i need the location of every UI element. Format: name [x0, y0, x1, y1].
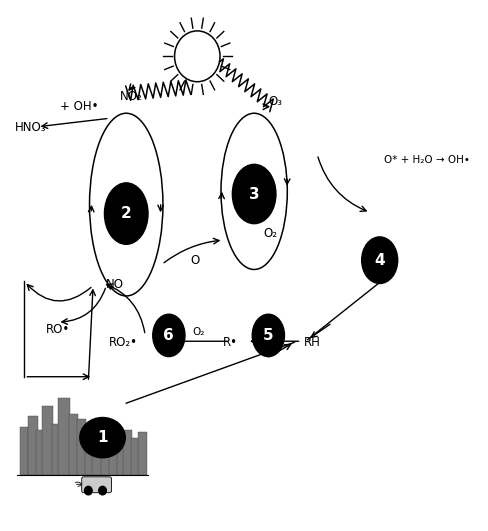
Text: R•: R•	[222, 336, 237, 349]
Text: + OH•: + OH•	[60, 100, 98, 113]
Text: O₂: O₂	[192, 327, 204, 337]
Text: HNO₃: HNO₃	[15, 121, 46, 134]
Text: O* + H₂O → OH•: O* + H₂O → OH•	[384, 155, 469, 165]
Bar	[85, 427, 92, 475]
Text: O: O	[190, 254, 199, 267]
Text: O₃: O₃	[268, 95, 282, 108]
Ellipse shape	[232, 164, 275, 224]
Bar	[117, 435, 124, 475]
Ellipse shape	[104, 183, 148, 244]
Text: O₂: O₂	[263, 227, 277, 240]
Text: 2: 2	[121, 206, 131, 221]
Bar	[36, 430, 43, 475]
Bar	[28, 416, 38, 475]
Text: 1: 1	[97, 430, 107, 445]
Text: NO: NO	[105, 278, 123, 290]
Text: 3: 3	[248, 186, 259, 201]
Circle shape	[99, 486, 106, 495]
FancyBboxPatch shape	[81, 477, 111, 493]
Ellipse shape	[80, 417, 125, 458]
Text: RO•: RO•	[45, 322, 69, 336]
Bar	[91, 422, 102, 475]
Bar	[137, 432, 147, 475]
Text: 6: 6	[163, 328, 174, 343]
Bar	[69, 414, 78, 475]
Text: RO₂•: RO₂•	[109, 336, 138, 349]
Bar	[20, 427, 28, 475]
Bar	[101, 432, 109, 475]
Bar	[42, 406, 53, 475]
Bar	[108, 424, 118, 475]
Text: NO₂: NO₂	[120, 90, 142, 102]
Text: 5: 5	[263, 328, 273, 343]
Ellipse shape	[152, 314, 184, 357]
Bar	[123, 430, 132, 475]
Bar	[77, 419, 86, 475]
Ellipse shape	[252, 314, 284, 357]
Circle shape	[84, 486, 92, 495]
Circle shape	[174, 31, 220, 82]
Text: RH: RH	[303, 336, 320, 349]
Text: 4: 4	[374, 253, 384, 268]
Bar	[131, 438, 138, 475]
Bar	[52, 424, 60, 475]
Bar	[59, 398, 70, 475]
Ellipse shape	[361, 237, 397, 284]
